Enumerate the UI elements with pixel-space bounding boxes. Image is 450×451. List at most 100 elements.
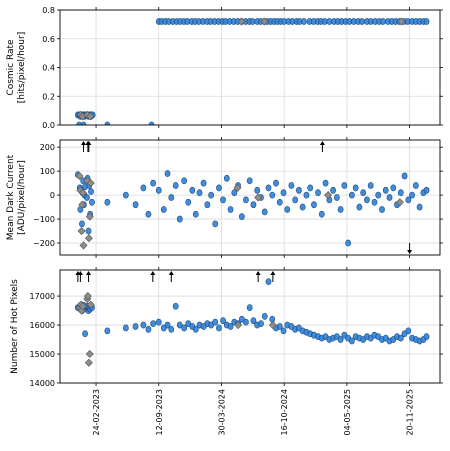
data-point (204, 201, 211, 209)
data-point (292, 196, 299, 204)
data-point (140, 184, 147, 192)
data-point (181, 177, 188, 185)
xtick-label: 04-05-2025 (343, 389, 352, 436)
data-point (185, 198, 192, 206)
data-point (104, 198, 111, 206)
diamond-point (84, 358, 93, 367)
data-point (423, 186, 430, 194)
diamond-point (233, 183, 242, 192)
arrow-up-head (319, 141, 325, 145)
diamond-point (77, 227, 86, 236)
data-point (416, 203, 423, 211)
data-point (405, 196, 412, 204)
data-point (160, 206, 167, 213)
data-point (284, 206, 291, 213)
diamond-point (85, 212, 94, 221)
data-point (216, 324, 222, 332)
data-point (196, 189, 203, 197)
data-point (243, 196, 249, 204)
data-point (150, 320, 157, 328)
data-point (382, 186, 389, 194)
data-point (250, 317, 257, 325)
data-point (288, 182, 295, 189)
data-point (250, 201, 257, 209)
data-point (280, 189, 287, 197)
xtick-label: 30-03-2024 (217, 389, 226, 436)
data-point (405, 327, 412, 335)
y-axis-label: Mean Dark Current (6, 154, 16, 240)
data-point (79, 220, 85, 228)
diamond-point (324, 191, 333, 200)
diamond-point (397, 17, 406, 26)
data-point (409, 191, 415, 199)
ytick-label: 17000 (30, 292, 55, 301)
arrow-up-head (77, 271, 83, 275)
data-point (231, 189, 238, 197)
diamond-point (268, 321, 277, 330)
data-point (168, 194, 175, 201)
data-point (261, 208, 268, 216)
data-point (172, 302, 179, 310)
data-point (82, 330, 88, 338)
data-point (299, 203, 306, 211)
diamond-point (254, 193, 263, 202)
data-point (423, 333, 430, 341)
data-point (200, 179, 207, 187)
data-point (371, 198, 378, 206)
y-axis-label: Number of Hot Pixels (10, 279, 20, 374)
diamond-point (395, 198, 404, 207)
data-point (359, 18, 365, 25)
xtick-label: 12-09-2023 (155, 389, 164, 436)
data-point (132, 201, 139, 209)
data-point (220, 317, 226, 325)
data-point (296, 186, 302, 194)
data-point (367, 182, 374, 189)
data-point (104, 121, 111, 125)
ytick-label: 0.8 (42, 6, 55, 15)
data-point (223, 174, 230, 182)
data-point (216, 184, 222, 192)
series-group (74, 278, 430, 367)
data-point (212, 220, 219, 228)
diamond-point (78, 200, 87, 209)
ytick-label: −200 (33, 239, 55, 248)
data-point (352, 184, 359, 192)
data-point (307, 184, 314, 192)
data-point (315, 189, 321, 197)
diamond-point (85, 350, 94, 359)
ytick-label: 100 (40, 167, 55, 176)
ytick-label: 0.6 (42, 35, 55, 44)
data-point (412, 182, 419, 189)
data-point (254, 186, 261, 194)
data-point (333, 194, 340, 201)
data-point (84, 194, 90, 201)
diamond-point (79, 241, 88, 250)
diamond-point (78, 188, 87, 197)
data-point (301, 18, 307, 25)
ytick-label: 200 (40, 143, 55, 152)
arrow-up-head (270, 271, 276, 275)
data-point (220, 196, 226, 204)
data-point (181, 324, 188, 332)
arrow-up-head (81, 141, 87, 145)
diamond-point (75, 171, 84, 180)
panel-2: −200 −100 0 100 200 Mean Dark Current [ADU/pix… (6, 137, 443, 258)
diamond-point (86, 300, 95, 309)
data-point (379, 206, 385, 213)
data-point (397, 334, 404, 342)
data-point (348, 191, 355, 199)
data-point (122, 191, 129, 199)
data-point (80, 121, 87, 125)
data-point (345, 239, 352, 247)
diamond-point (78, 302, 87, 311)
data-point (341, 182, 348, 189)
data-point (303, 191, 310, 199)
arrow-up-head (86, 271, 92, 275)
data-point (397, 189, 404, 197)
data-point (318, 210, 325, 218)
data-point (246, 304, 253, 312)
data-point (176, 215, 183, 223)
data-point (88, 188, 94, 195)
xtick-label: 24-02-2023 (92, 389, 101, 436)
data-point (360, 189, 367, 197)
